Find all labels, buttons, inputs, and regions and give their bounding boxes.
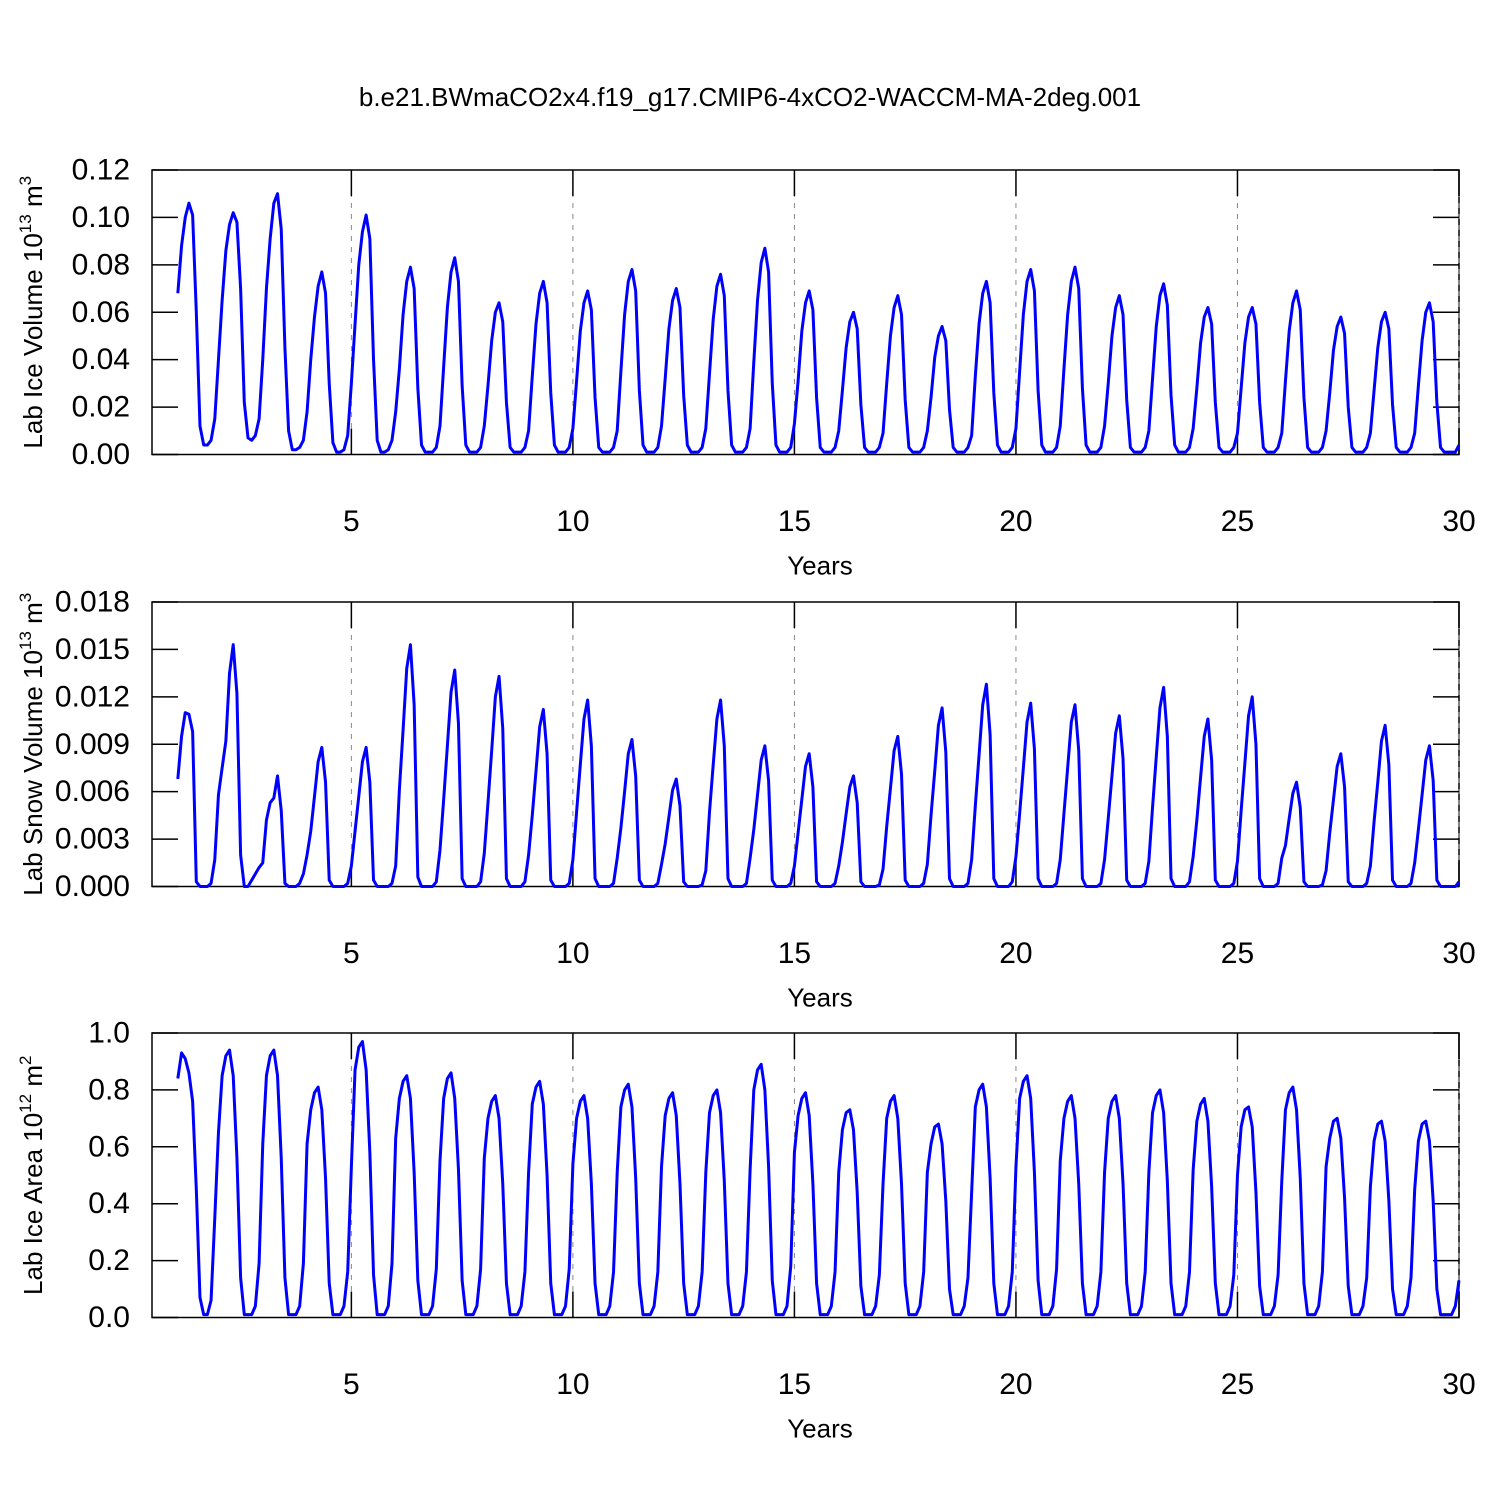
y-tick-label: 1.0 [88, 1017, 130, 1050]
x-tick-label: 15 [778, 1368, 811, 1401]
x-tick-label: 25 [1221, 937, 1254, 970]
y-axis-label-text: Lab Ice Area 10 [18, 1113, 48, 1295]
x-tick-label: 20 [999, 1368, 1032, 1401]
y-axis-label: Lab Ice Volume 1013 m3 [16, 176, 48, 449]
x-axis-label: Years [787, 983, 853, 1013]
y-tick-label: 0.04 [72, 343, 130, 376]
x-tick-label: 15 [778, 505, 811, 538]
y-tick-label: 0.08 [72, 248, 130, 281]
y-tick-label: 0.006 [55, 775, 130, 808]
x-axis-label: Years [787, 551, 853, 581]
y-axis-label-text: m [18, 602, 48, 631]
y-tick-label: 0.000 [55, 870, 130, 903]
x-tick-label: 10 [556, 937, 589, 970]
x-tick-label: 5 [343, 937, 360, 970]
x-tick-label: 25 [1221, 1368, 1254, 1401]
x-tick-label: 30 [1442, 937, 1475, 970]
x-tick-label: 30 [1442, 1368, 1475, 1401]
y-tick-label: 0.4 [88, 1187, 130, 1220]
y-axis-label-text: m [18, 185, 48, 214]
data-line [176, 192, 1461, 454]
y-axis-label-exponent: 2 [16, 1056, 35, 1065]
data-line [176, 1040, 1461, 1317]
x-tick-label: 10 [556, 505, 589, 538]
plot-frame [151, 601, 1460, 888]
y-axis-label-exponent: 13 [16, 214, 35, 233]
y-tick-label: 0.2 [88, 1244, 130, 1277]
y-tick-label: 0.015 [55, 633, 130, 666]
y-axis-label-text: m [18, 1065, 48, 1094]
y-axis-label-exponent: 3 [16, 593, 35, 602]
y-tick-label: 0.06 [72, 296, 130, 329]
plot-frame [151, 1032, 1460, 1319]
x-tick-label: 20 [999, 937, 1032, 970]
y-tick-label: 0.12 [72, 154, 130, 187]
x-tick-label: 15 [778, 937, 811, 970]
y-axis-label-exponent: 13 [16, 631, 35, 650]
y-axis-label-exponent: 12 [16, 1094, 35, 1113]
y-axis-label-exponent: 3 [16, 176, 35, 185]
x-tick-label: 30 [1442, 505, 1475, 538]
x-tick-label: 5 [343, 505, 360, 538]
y-axis-label-text: Lab Ice Volume 10 [18, 233, 48, 448]
y-tick-label: 0.012 [55, 680, 130, 713]
y-axis-label: Lab Ice Area 1012 m2 [16, 1056, 48, 1295]
y-tick-label: 0.00 [72, 438, 130, 471]
y-tick-label: 0.018 [55, 586, 130, 619]
x-tick-label: 25 [1221, 505, 1254, 538]
chart-title: b.e21.BWmaCO2x4.f19_g17.CMIP6-4xCO2-WACC… [359, 82, 1141, 112]
y-axis-label-text: Lab Snow Volume 10 [18, 650, 48, 896]
x-axis-label: Years [787, 1414, 853, 1444]
y-tick-label: 0.003 [55, 823, 130, 856]
y-tick-label: 0.10 [72, 201, 130, 234]
y-tick-label: 0.8 [88, 1073, 130, 1106]
y-tick-label: 0.6 [88, 1130, 130, 1163]
data-line [176, 643, 1461, 888]
x-tick-label: 5 [343, 1368, 360, 1401]
x-tick-label: 20 [999, 505, 1032, 538]
x-tick-label: 10 [556, 1368, 589, 1401]
y-tick-label: 0.009 [55, 728, 130, 761]
y-axis-label: Lab Snow Volume 1013 m3 [16, 593, 48, 896]
y-tick-label: 0.02 [72, 391, 130, 424]
y-tick-label: 0.0 [88, 1301, 130, 1334]
